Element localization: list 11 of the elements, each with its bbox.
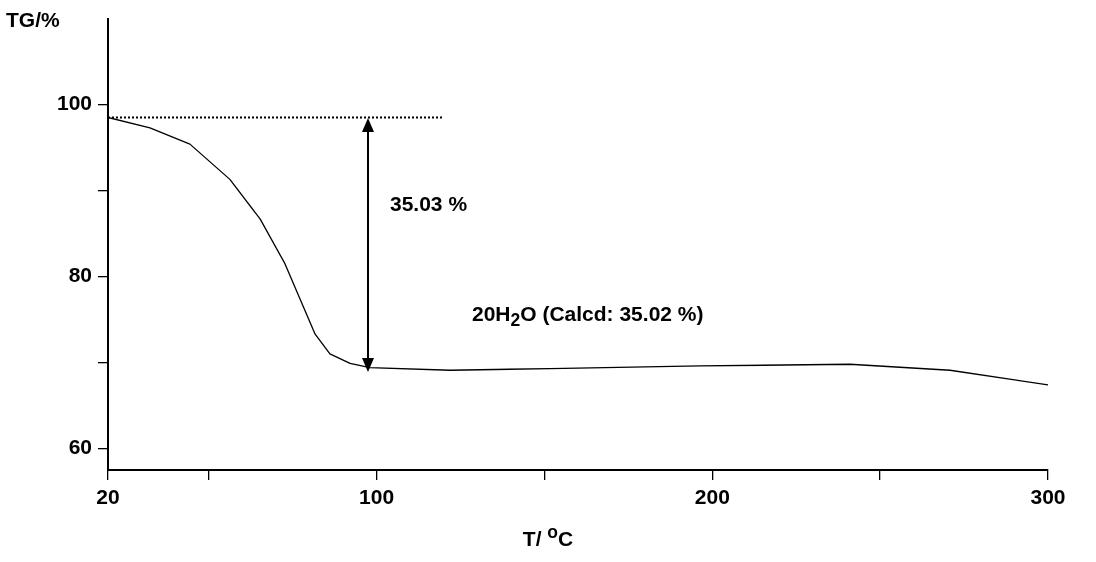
x-axis-title: T/ $^{o}$C — [521, 522, 575, 551]
annotation: 35.03 % — [390, 192, 468, 216]
x-tick-label: 300 — [1030, 485, 1066, 509]
y-tick-label: 80 — [68, 263, 92, 287]
y-tick-label: 100 — [56, 91, 92, 115]
y-tick-label: 60 — [68, 435, 92, 459]
y-axis-title: TG/% — [6, 8, 60, 32]
annotation: 20H$_{2}$O (Calcd: 35.02 %) — [472, 302, 704, 332]
x-tick-label: 200 — [694, 485, 730, 509]
x-tick-label: 100 — [359, 485, 395, 509]
x-tick-label: 20 — [96, 485, 120, 509]
